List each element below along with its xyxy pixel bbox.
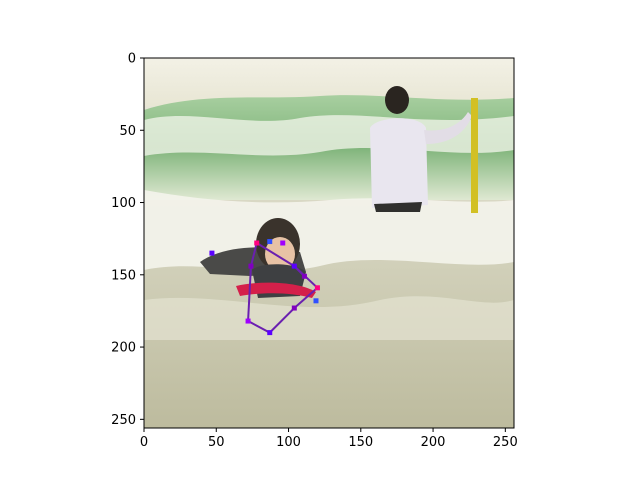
y-tick-label: 250 — [111, 413, 136, 428]
pose-keypoint — [254, 240, 260, 246]
adult-figure — [370, 86, 472, 212]
y-tick-label: 150 — [111, 268, 136, 283]
x-tick-label: 250 — [493, 435, 518, 450]
pose-limb — [269, 307, 296, 334]
pose-keypoint — [313, 298, 319, 304]
pose-limb — [293, 287, 319, 309]
pose-keypoint — [280, 240, 286, 246]
beach-surf-photo — [144, 58, 514, 428]
pose-limb — [256, 242, 295, 267]
pose-limb — [247, 266, 252, 322]
child-figure — [200, 218, 316, 298]
pose-keypoint — [267, 239, 273, 245]
pose-overlay — [209, 239, 320, 336]
foam-band — [144, 190, 514, 271]
pose-limb — [249, 242, 258, 267]
axis-ticks: 0 50 100 150 200 250 0 50 100 150 200 250 — [111, 52, 518, 451]
pose-keypoint — [291, 305, 297, 311]
shallow-foam — [144, 296, 514, 340]
x-tick-label: 150 — [348, 435, 373, 450]
y-tick-label: 50 — [119, 124, 136, 139]
x-tick-label: 200 — [421, 435, 446, 450]
y-tick-label: 0 — [128, 52, 136, 67]
axes-frame — [143, 57, 515, 429]
surfboard-yellow — [471, 98, 478, 213]
pose-limb — [247, 320, 271, 334]
pose-keypoint — [314, 285, 320, 291]
pose-keypoint — [209, 250, 215, 256]
pose-keypoint — [248, 263, 254, 269]
pose-keypoint — [245, 318, 251, 324]
x-tick-label: 50 — [208, 435, 225, 450]
pose-keypoint — [301, 273, 307, 279]
x-tick-label: 0 — [140, 435, 148, 450]
pose-keypoint — [291, 263, 297, 269]
y-tick-label: 100 — [111, 196, 136, 211]
x-tick-label: 100 — [276, 435, 301, 450]
wave-crest-foam — [144, 115, 514, 156]
pose-keypoint — [267, 330, 273, 336]
y-tick-label: 200 — [111, 341, 136, 356]
